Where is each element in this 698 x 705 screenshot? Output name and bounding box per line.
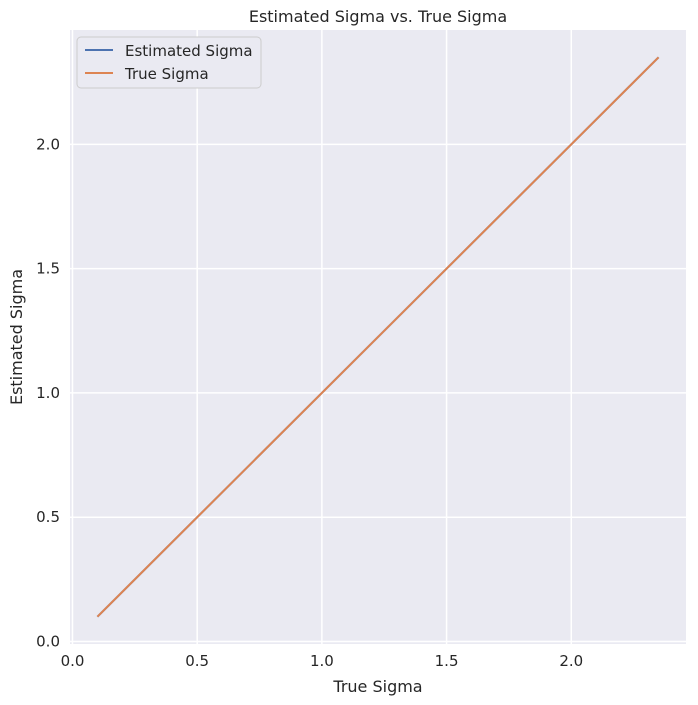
chart-title: Estimated Sigma vs. True Sigma	[249, 7, 507, 26]
y-tick-label: 2.0	[36, 135, 60, 153]
x-tick-label: 0.0	[61, 652, 85, 670]
series-line-true-sigma	[96, 56, 660, 618]
grid	[70, 30, 686, 644]
x-tick-labels: 0.0 0.5 1.0 1.5 2.0	[61, 652, 584, 670]
x-tick-label: 0.5	[185, 652, 209, 670]
y-tick-label: 0.5	[36, 508, 60, 526]
x-tick-label: 1.5	[435, 652, 459, 670]
legend-label-estimated-sigma: Estimated Sigma	[125, 42, 253, 60]
y-tick-labels: 0.0 0.5 1.0 1.5 2.0	[36, 135, 60, 650]
y-tick-label: 1.0	[36, 384, 60, 402]
x-tick-label: 2.0	[559, 652, 583, 670]
x-axis-label: True Sigma	[332, 677, 422, 696]
y-axis-label: Estimated Sigma	[7, 269, 26, 405]
legend-box	[76, 36, 262, 89]
series-lines	[96, 56, 660, 618]
legend-label-true-sigma: True Sigma	[124, 65, 209, 83]
x-tick-label: 1.0	[310, 652, 334, 670]
legend: Estimated Sigma True Sigma	[76, 36, 262, 89]
y-tick-label: 0.0	[36, 633, 60, 651]
y-tick-label: 1.5	[36, 260, 60, 278]
